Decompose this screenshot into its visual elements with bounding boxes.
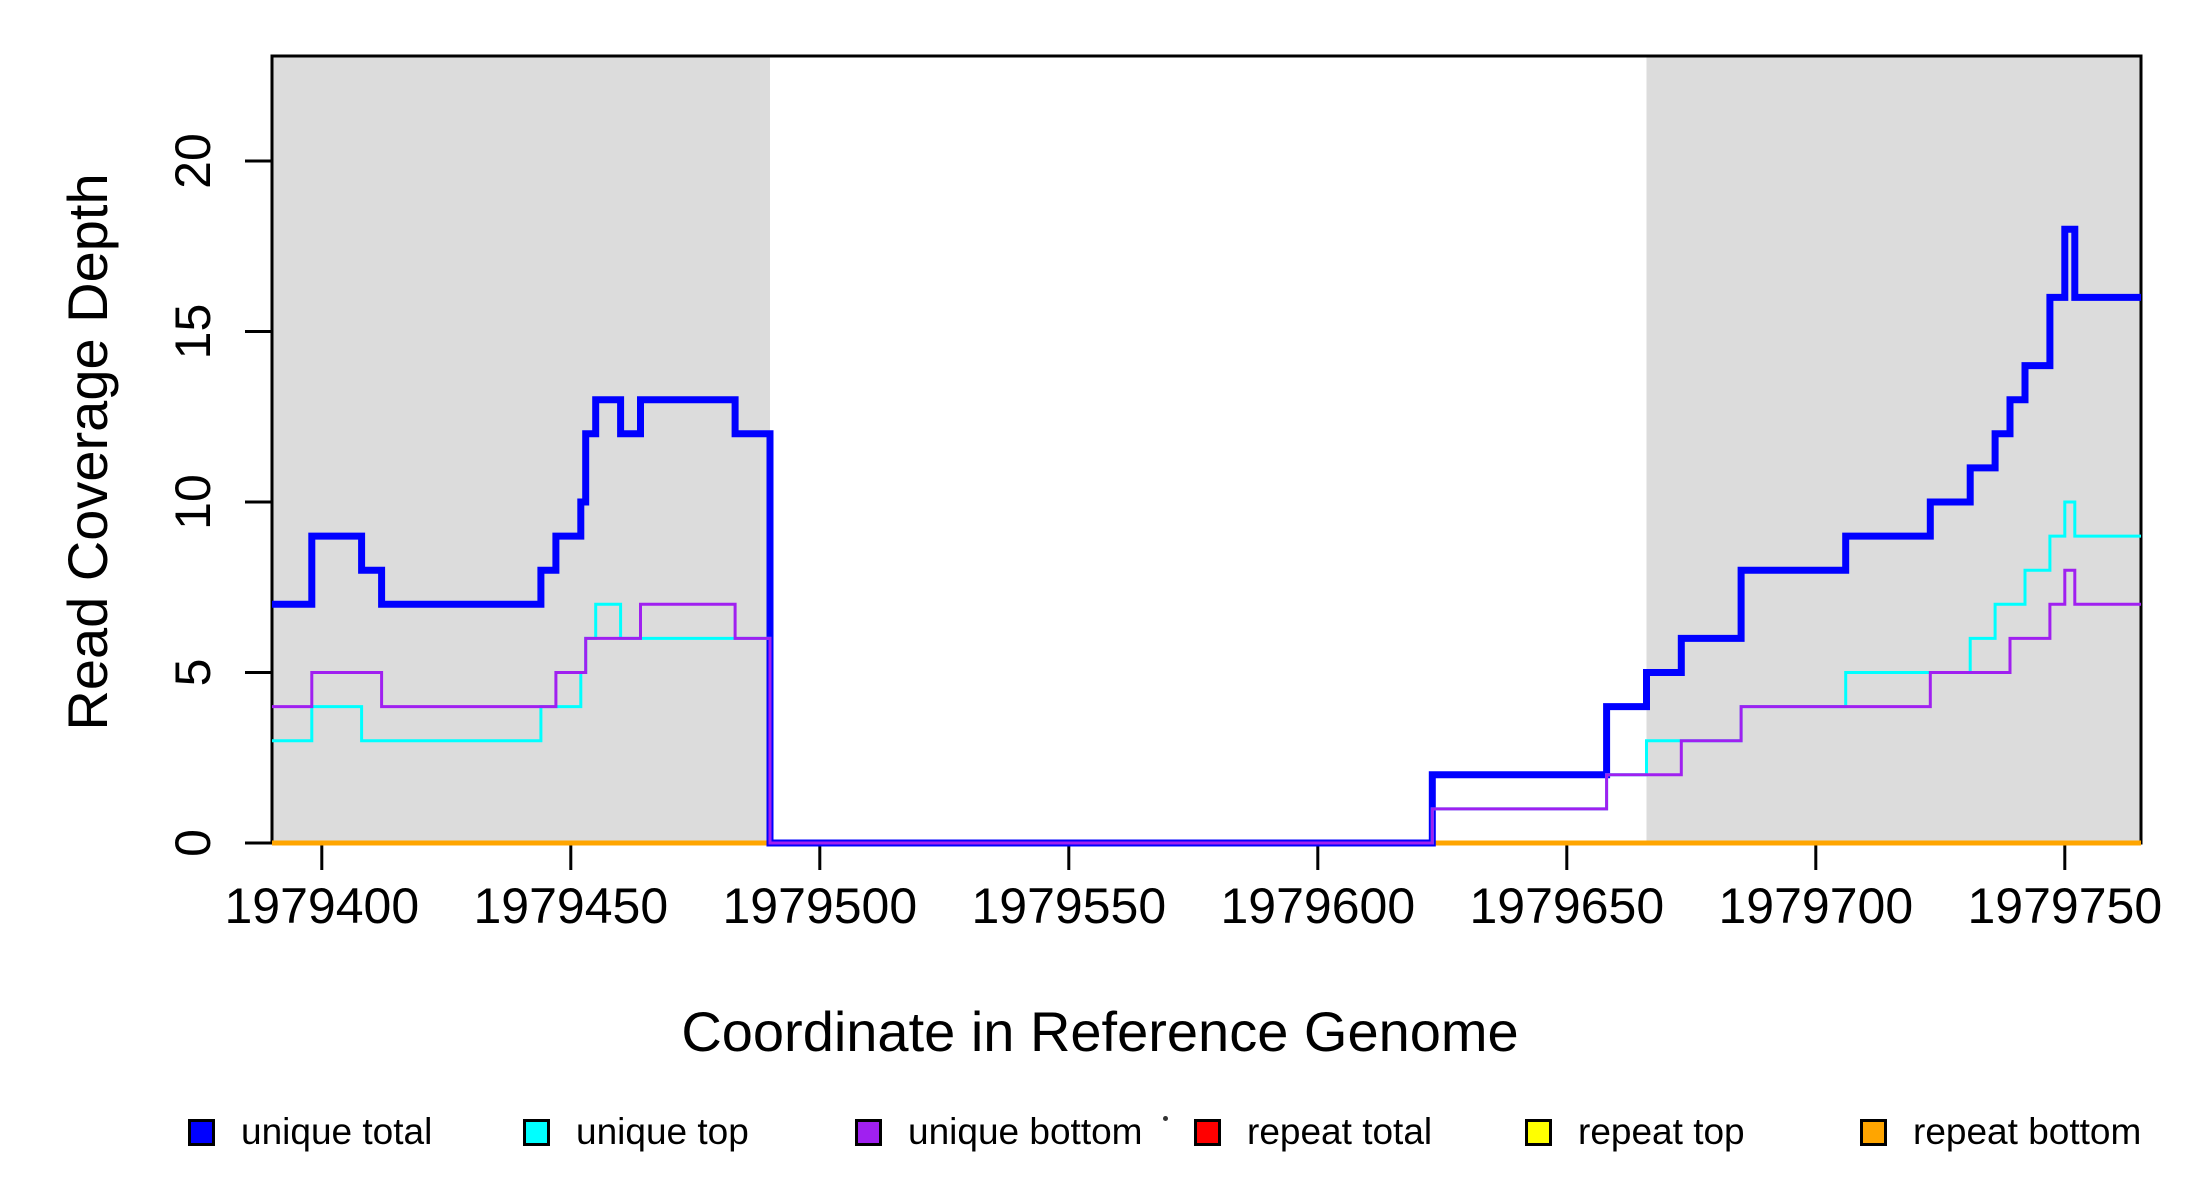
legend-item-unique-total: unique total: [188, 1108, 432, 1156]
series-unique-bottom: [272, 568, 2141, 845]
legend-label: unique top: [576, 1111, 749, 1152]
x-tick-label: 1979650: [1469, 878, 1664, 934]
legend-swatch-unique-top: [523, 1118, 550, 1146]
stray-dot-artifact: [1163, 1116, 1168, 1121]
x-tick-label: 1979750: [1967, 878, 2162, 934]
legend-swatch-repeat-total: [1194, 1118, 1221, 1146]
legend-label: repeat total: [1247, 1111, 1433, 1152]
x-tick-label: 1979600: [1220, 878, 1415, 934]
x-axis-title: Coordinate in Reference Genome: [681, 1000, 1519, 1063]
y-tick-label: 0: [165, 829, 221, 857]
series-unique-total: [272, 225, 2141, 847]
legend-label: unique bottom: [908, 1111, 1143, 1152]
legend-swatch-repeat-top: [1525, 1118, 1552, 1146]
legend-item-repeat-bottom: repeat bottom: [1860, 1108, 2141, 1156]
legend-swatch-unique-total: [188, 1118, 215, 1146]
x-tick-label: 1979700: [1718, 878, 1913, 934]
y-tick-label: 15: [165, 304, 221, 360]
legend-swatch-repeat-bottom: [1860, 1118, 1887, 1146]
legend-item-repeat-top: repeat top: [1525, 1108, 1745, 1156]
x-tick-label: 1979500: [722, 878, 917, 934]
x-tick-label: 1979550: [971, 878, 1166, 934]
legend-label: unique total: [241, 1111, 433, 1152]
y-tick-label: 10: [165, 474, 221, 530]
left-repeat-region: [272, 56, 771, 843]
legend-label: repeat bottom: [1913, 1111, 2142, 1152]
y-tick-label: 5: [165, 659, 221, 687]
x-tick-label: 1979450: [473, 878, 668, 934]
y-axis-title: Read Coverage Depth: [56, 173, 119, 731]
y-tick-label: 20: [165, 133, 221, 189]
legend-item-unique-bottom: unique bottom: [855, 1108, 1143, 1156]
legend-swatch-unique-bottom: [855, 1118, 882, 1146]
x-tick-label: 1979400: [224, 878, 419, 934]
legend-item-repeat-total: repeat total: [1194, 1108, 1432, 1156]
right-repeat-region: [1646, 56, 2141, 843]
legend-label: repeat top: [1578, 1111, 1745, 1152]
legend-item-unique-top: unique top: [523, 1108, 749, 1156]
